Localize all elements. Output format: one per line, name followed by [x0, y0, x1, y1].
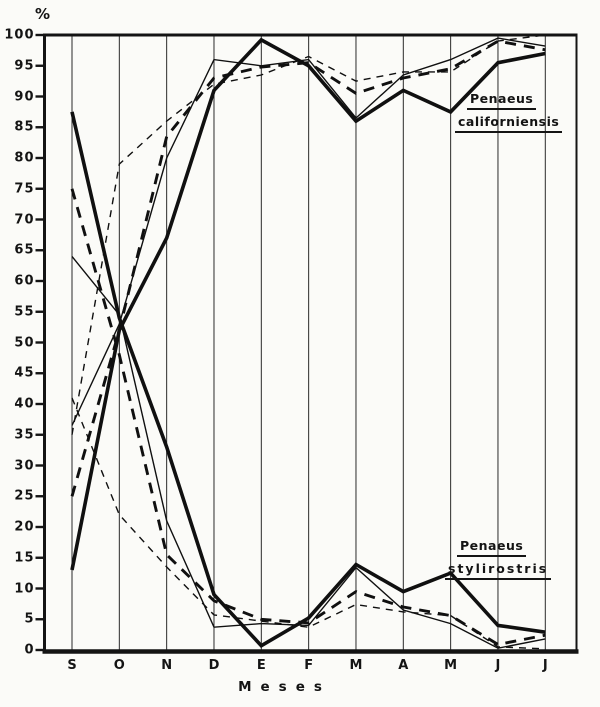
y-tick-label: 70 [14, 212, 35, 227]
y-axis-unit-label: % [35, 5, 51, 23]
x-tick-label: D [208, 658, 220, 673]
y-tick-label: 25 [14, 488, 35, 504]
annotation-stylirostris-line1: Penaeus [457, 538, 527, 557]
x-tick-label: M [349, 658, 363, 673]
y-tick-label: 60 [14, 273, 35, 289]
y-tick-label: 65 [14, 242, 35, 258]
y-tick-label: 45 [14, 365, 35, 381]
series-line-stylirostris-thin-dashed [71, 397, 546, 650]
y-tick-label: 85 [14, 119, 35, 135]
x-tick-label: J [495, 658, 501, 673]
y-tick-label: 20 [14, 519, 35, 535]
y-tick-label: 40 [14, 396, 35, 412]
y-tick-label: 15 [14, 550, 35, 566]
y-tick-label: 90 [14, 89, 35, 104]
series-line-stylirostris-thick-solid [70, 111, 546, 648]
annotation-stylirostris: Penaeus stylirostris [445, 538, 552, 584]
series-line-stylirostris-thin-solid [71, 255, 546, 649]
y-tick-label: 80 [14, 150, 35, 166]
y-tick-label: 0 [24, 642, 35, 658]
y-tick-label: 35 [14, 427, 35, 443]
y-tick-label: 30 [14, 458, 35, 473]
series-line-californiensis-thin-dashed [71, 34, 546, 435]
series-line-stylirostris-thick-dashed [70, 188, 546, 647]
y-tick-label: 75 [14, 181, 35, 197]
x-tick-label: S [67, 658, 77, 673]
x-tick-label: A [398, 658, 409, 673]
series-line-californiensis-thick-solid [70, 37, 546, 571]
series-line-californiensis-thin-solid [71, 37, 546, 426]
x-axis-title: Meses [238, 679, 331, 695]
y-tick-label: 100 [4, 27, 35, 43]
x-tick-label: N [161, 658, 173, 673]
y-tick-label: 55 [14, 304, 35, 320]
annotation-californiensis-line2: californiensis [455, 114, 563, 133]
x-tick-label: F [304, 658, 314, 673]
series-line-californiensis-thick-dashed [70, 39, 546, 497]
y-tick-label: 50 [14, 335, 35, 350]
x-tick-label: O [113, 658, 125, 673]
y-tick-label: 10 [14, 581, 35, 596]
y-tick-label: 5 [24, 611, 35, 627]
annotation-stylirostris-line2: stylirostris [445, 561, 552, 580]
x-tick-label: M [444, 658, 458, 673]
annotation-californiensis: Penaeus californiensis [455, 91, 563, 137]
x-tick-label: E [256, 658, 266, 673]
x-tick-label: J [542, 658, 548, 673]
annotation-californiensis-line1: Penaeus [467, 91, 537, 110]
y-tick-label: 95 [14, 58, 35, 74]
